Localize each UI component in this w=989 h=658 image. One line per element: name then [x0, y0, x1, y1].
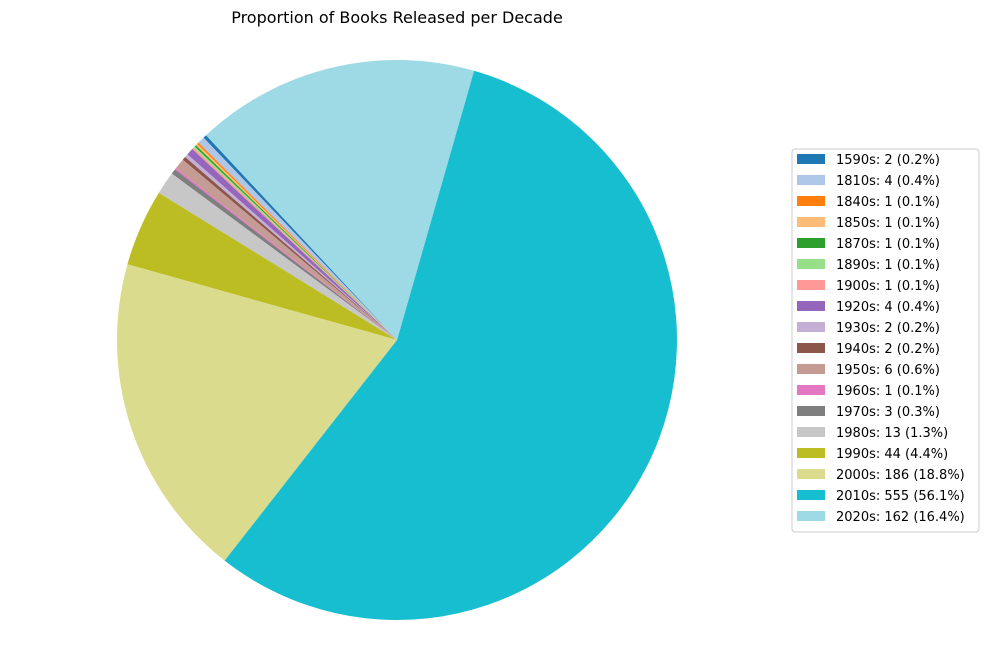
- legend-label-1840s: 1840s: 1 (0.1%): [836, 195, 940, 210]
- legend-swatch-1970s: [797, 406, 825, 416]
- legend-swatch-1940s: [797, 343, 825, 353]
- legend-label-2020s: 2020s: 162 (16.4%): [836, 510, 965, 525]
- legend-label-1590s: 1590s: 2 (0.2%): [836, 153, 940, 168]
- pie-slice-2010s: [224, 70, 677, 620]
- legend-swatch-1930s: [797, 322, 825, 332]
- legend-label-1900s: 1900s: 1 (0.1%): [836, 279, 940, 294]
- pie-slice-1950s: [176, 159, 397, 340]
- pie-slice-1940s: [182, 157, 397, 340]
- pie-slices: [116, 59, 677, 620]
- legend-swatch-1920s: [797, 301, 825, 311]
- legend-label-1870s: 1870s: 1 (0.1%): [836, 237, 940, 252]
- legend-label-1970s: 1970s: 3 (0.3%): [836, 405, 940, 420]
- legend-label-1920s: 1920s: 4 (0.4%): [836, 300, 940, 315]
- legend-swatch-1950s: [797, 364, 825, 374]
- pie-slice-1890s: [193, 146, 397, 340]
- pie-slice-1960s: [174, 168, 397, 340]
- legend-swatch-1890s: [797, 259, 825, 269]
- pie-slice-1920s: [187, 149, 397, 340]
- legend-swatch-1850s: [797, 217, 825, 227]
- legend-swatch-1900s: [797, 280, 825, 290]
- legend-label-2010s: 2010s: 555 (56.1%): [836, 489, 965, 504]
- pie-slice-1850s: [195, 143, 397, 340]
- legend-label-2000s: 2000s: 186 (18.8%): [836, 468, 965, 483]
- legend-swatch-1810s: [797, 175, 825, 185]
- legend-swatch-1990s: [797, 448, 825, 458]
- legend-swatch-1590s: [797, 154, 825, 164]
- legend-swatch-1840s: [797, 196, 825, 206]
- legend-swatch-2010s: [797, 490, 825, 500]
- legend-label-1810s: 1810s: 4 (0.4%): [836, 174, 940, 189]
- pie-slice-1980s: [158, 173, 397, 340]
- legend: 1590s: 2 (0.2%) 1810s: 4 (0.4%) 1840s: 1 (…: [791, 148, 980, 533]
- pie-slice-1590s: [203, 135, 397, 340]
- legend-label-1930s: 1930s: 2 (0.2%): [836, 321, 940, 336]
- pie-slice-1810s: [198, 137, 397, 340]
- legend-swatch-2020s: [797, 511, 825, 521]
- pie-slice-2020s: [206, 59, 475, 341]
- legend-swatch-1980s: [797, 427, 825, 437]
- pie-slice-1900s: [192, 147, 397, 340]
- legend-label-1890s: 1890s: 1 (0.1%): [836, 258, 940, 273]
- legend-label-1940s: 1940s: 2 (0.2%): [836, 342, 940, 357]
- pie-slice-2000s: [116, 264, 397, 561]
- pie-slice-1930s: [185, 154, 397, 340]
- legend-swatch-2000s: [797, 469, 825, 479]
- legend-swatch-1870s: [797, 238, 825, 248]
- legend-frame: [791, 148, 980, 533]
- pie-slice-1840s: [197, 142, 397, 340]
- pie-slice-1990s: [127, 192, 397, 340]
- legend-label-1850s: 1850s: 1 (0.1%): [836, 216, 940, 231]
- legend-label-1980s: 1980s: 13 (1.3%): [836, 426, 948, 441]
- legend-label-1960s: 1960s: 1 (0.1%): [836, 384, 940, 399]
- legend-swatch-1960s: [797, 385, 825, 395]
- pie-slice-1970s: [171, 169, 397, 340]
- chart-title: Proportion of Books Released per Decade: [231, 8, 563, 27]
- legend-label-1990s: 1990s: 44 (4.4%): [836, 447, 948, 462]
- pie-slice-1870s: [194, 145, 397, 340]
- legend-label-1950s: 1950s: 6 (0.6%): [836, 363, 940, 378]
